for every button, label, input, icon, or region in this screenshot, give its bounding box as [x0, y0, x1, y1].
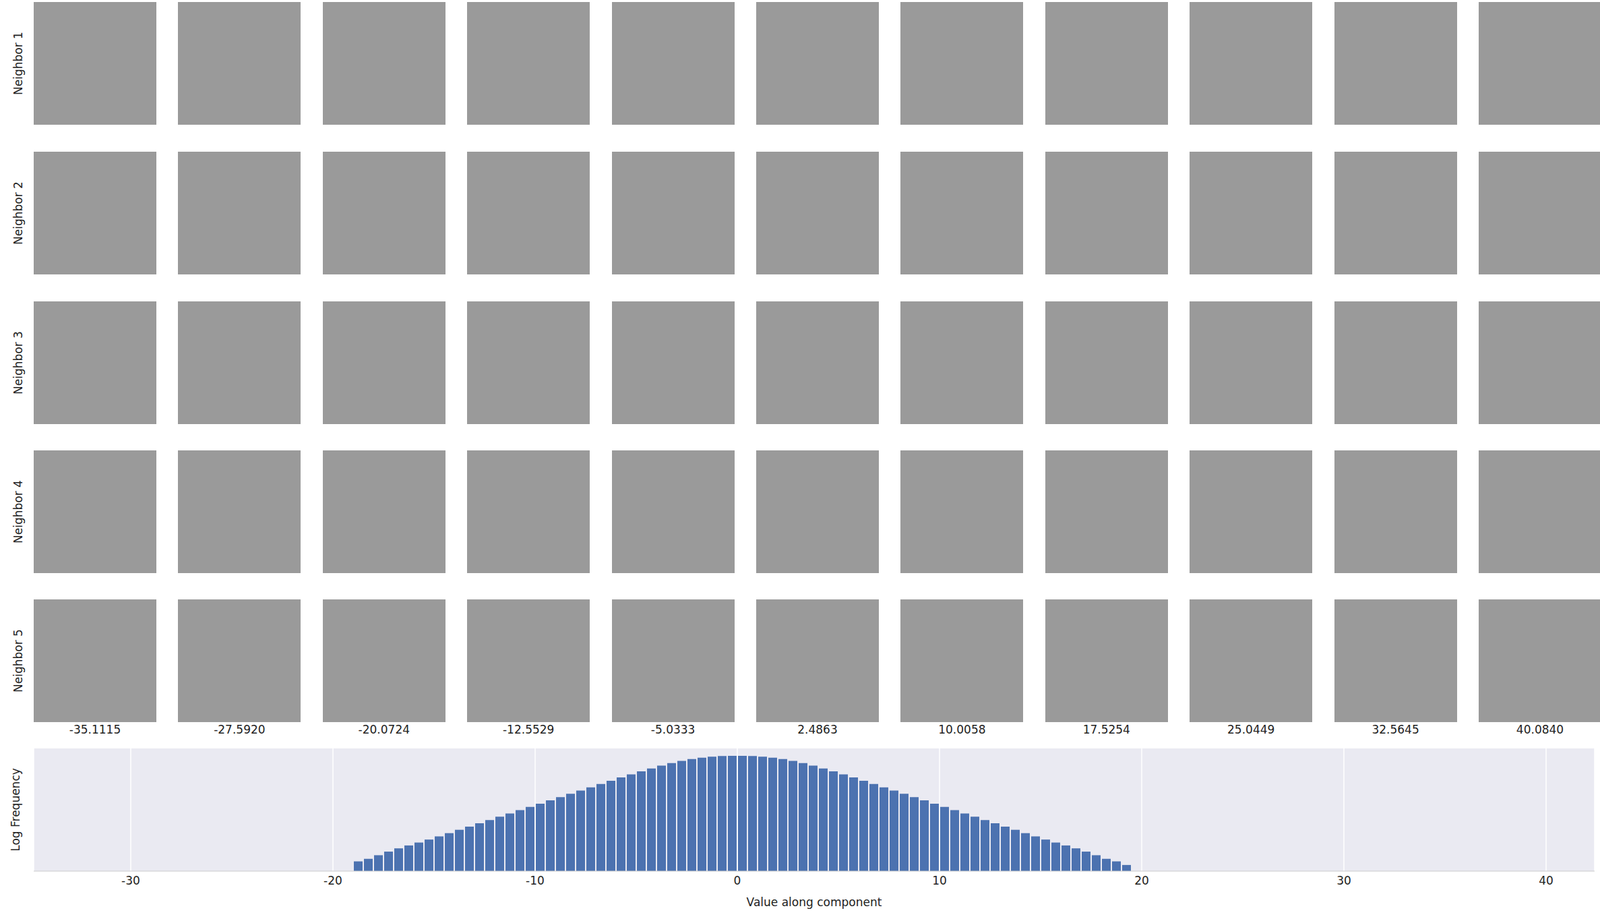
- html-text:17.5254: 17.5254: [1082, 722, 1131, 736]
- html-text:2.4863: 2.4863: [797, 722, 838, 736]
- svg-text:40: 40: [1538, 873, 1554, 887]
- svg-text:-10: -10: [525, 873, 545, 887]
- html-text:Log Frequency: Log Frequency: [8, 767, 23, 852]
- html-text:Neighbor 3: Neighbor 3: [11, 330, 25, 395]
- html-text:32.5645: 32.5645: [1371, 722, 1420, 736]
- svg-text:30: 30: [1336, 873, 1352, 887]
- html-text:-12.5529: -12.5529: [502, 722, 555, 736]
- html-text:-35.1115: -35.1115: [69, 722, 121, 736]
- html-text:-20.0724: -20.0724: [358, 722, 410, 736]
- html-text:-27.5920: -27.5920: [213, 722, 266, 736]
- html-text:25.0449: 25.0449: [1227, 722, 1275, 736]
- html-text:Neighbor 4: Neighbor 4: [11, 479, 25, 544]
- svg-text:0: 0: [733, 873, 742, 887]
- html-text:Neighbor 5: Neighbor 5: [11, 628, 25, 693]
- html-text:-5.0333: -5.0333: [650, 722, 696, 736]
- svg-text:20: 20: [1134, 873, 1150, 887]
- html-text:Neighbor 2: Neighbor 2: [11, 181, 25, 245]
- svg-text:-20: -20: [323, 873, 343, 887]
- svg-text:-30: -30: [121, 873, 141, 887]
- svg-text:Value along component: Value along component: [746, 895, 883, 909]
- html-text:10.0058: 10.0058: [938, 722, 986, 736]
- html-text:Neighbor 1: Neighbor 1: [11, 31, 25, 95]
- svg-text:10: 10: [932, 873, 947, 887]
- html-text:40.0840: 40.0840: [1516, 722, 1564, 736]
